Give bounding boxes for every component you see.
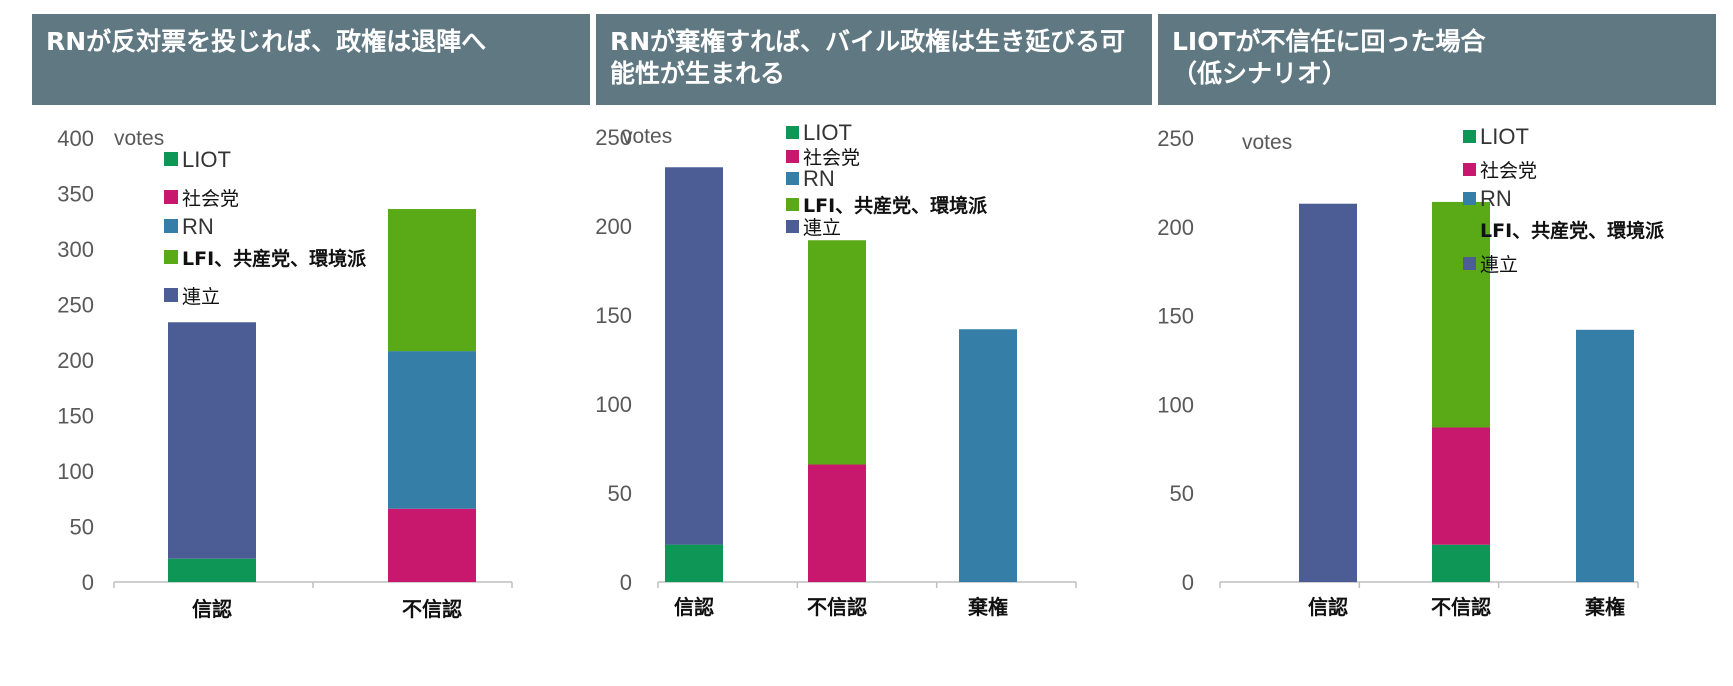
chart-title: RNが棄権すれば、バイル政権は生き延びる可能性が生まれる bbox=[596, 14, 1152, 105]
y-tick-label: 150 bbox=[595, 303, 632, 328]
legend-label-coalition: 連立 bbox=[803, 217, 841, 239]
bar-lfi-left-no-confidence bbox=[808, 240, 866, 465]
chart-panel-2: RNが棄権すれば、バイル政権は生き延びる可能性が生まれる 0 50 100 150 20… bbox=[595, 14, 1152, 686]
y-tick-label: 50 bbox=[608, 481, 632, 506]
y-tick-label: 250 bbox=[1157, 126, 1194, 151]
bar-rn-abstain bbox=[1576, 329, 1634, 582]
legend-swatch-socialist bbox=[1463, 163, 1476, 176]
legend-label-lfi-left: LFI、共産党、環境派 bbox=[1480, 219, 1665, 242]
bar-rn-abstain bbox=[959, 329, 1017, 582]
legend-label-coalition: 連立 bbox=[1480, 254, 1518, 276]
y-tick-label: 250 bbox=[57, 293, 94, 318]
chart-3: 0 50 100 150 200 250 votes 信認 不信認 棄権 LIOT 社会党 RN LFI、… bbox=[1157, 124, 1665, 619]
bar-rn-no-confidence bbox=[388, 351, 476, 509]
bar-liot-confidence bbox=[665, 544, 723, 582]
chart-panel-1: RNが反対票を投じれば、政権は退陣へ 0 50 100 150 200 250 300 350… bbox=[32, 14, 590, 686]
y-tick-label: 150 bbox=[57, 404, 94, 429]
bar-coalition-confidence bbox=[665, 167, 723, 545]
chart-title: LIOTが不信任に回った場合 （低シナリオ） bbox=[1158, 14, 1716, 105]
legend-swatch-rn bbox=[786, 172, 799, 185]
legend-label-liot: LIOT bbox=[803, 120, 852, 145]
legend-swatch-coalition bbox=[786, 220, 799, 233]
bar-liot-confidence bbox=[168, 558, 256, 582]
legend-swatch-socialist bbox=[164, 190, 178, 204]
legend-swatch-liot bbox=[786, 126, 799, 139]
y-tick-label: 200 bbox=[1157, 215, 1194, 240]
x-category-label: 信認 bbox=[192, 597, 232, 621]
legend-swatch-coalition bbox=[1463, 257, 1476, 270]
legend-label-rn: RN bbox=[803, 166, 835, 191]
legend-label-socialist: 社会党 bbox=[803, 147, 860, 169]
y-tick-label: 50 bbox=[1170, 481, 1194, 506]
chart-panel-3: LIOTが不信任に回った場合 （低シナリオ） 0 50 100 150 200 250 vo… bbox=[1157, 14, 1716, 686]
legend-label-lfi-left: LFI、共産党、環境派 bbox=[803, 194, 988, 217]
legend-swatch-lfi-left bbox=[1463, 223, 1476, 236]
y-tick-label: 200 bbox=[57, 348, 94, 373]
legend-label-lfi-left: LFI、共産党、環境派 bbox=[182, 247, 367, 270]
bar-socialist-no-confidence bbox=[388, 508, 476, 582]
x-category-label: 不信認 bbox=[402, 597, 462, 621]
y-tick-label: 350 bbox=[57, 182, 94, 207]
legend-label-socialist: 社会党 bbox=[182, 188, 239, 210]
x-category-label: 信認 bbox=[674, 595, 714, 619]
legend-label-liot: LIOT bbox=[1480, 124, 1529, 149]
x-category-label: 不信認 bbox=[807, 595, 867, 619]
legend-swatch-coalition bbox=[164, 288, 178, 302]
legend-label-coalition: 連立 bbox=[182, 286, 220, 308]
bar-socialist-no-confidence bbox=[1432, 427, 1490, 545]
bar-lfi-left-no-confidence bbox=[1432, 201, 1490, 428]
y-tick-label: 100 bbox=[595, 392, 632, 417]
legend-swatch-liot bbox=[164, 152, 178, 166]
chart-title: RNが反対票を投じれば、政権は退陣へ bbox=[32, 14, 590, 105]
y-tick-label: 200 bbox=[595, 214, 632, 239]
y-tick-label: 250 bbox=[595, 125, 632, 150]
y-tick-label: 400 bbox=[57, 126, 94, 151]
legend-swatch-lfi-left bbox=[786, 198, 799, 211]
y-axis-unit: votes bbox=[622, 125, 672, 148]
legend-swatch-rn bbox=[164, 219, 178, 233]
bar-lfi-left-no-confidence bbox=[388, 209, 476, 352]
y-tick-label: 150 bbox=[1157, 304, 1194, 329]
legend-swatch-rn bbox=[1463, 192, 1476, 205]
y-tick-label: 0 bbox=[620, 570, 632, 595]
y-tick-label: 100 bbox=[1157, 392, 1194, 417]
x-category-label: 不信認 bbox=[1431, 595, 1491, 619]
x-category-label: 棄権 bbox=[968, 595, 1008, 619]
bar-coalition-confidence bbox=[168, 322, 256, 559]
y-tick-label: 0 bbox=[82, 570, 94, 595]
y-axis-unit: votes bbox=[114, 127, 164, 150]
legend-label-liot: LIOT bbox=[182, 147, 231, 172]
legend-label-socialist: 社会党 bbox=[1480, 160, 1537, 182]
legend-swatch-lfi-left bbox=[164, 250, 178, 264]
x-category-label: 棄権 bbox=[1585, 595, 1625, 619]
y-tick-label: 300 bbox=[57, 237, 94, 262]
bar-liot-no-confidence bbox=[1432, 544, 1490, 582]
legend-swatch-liot bbox=[1463, 130, 1476, 143]
y-tick-label: 100 bbox=[57, 459, 94, 484]
chart-1: 0 50 100 150 200 250 300 350 400 votes 信認 不信認 LIOT 社会… bbox=[57, 126, 513, 621]
y-axis-unit: votes bbox=[1242, 131, 1292, 154]
legend-label-rn: RN bbox=[1480, 186, 1512, 211]
y-tick-label: 0 bbox=[1182, 570, 1194, 595]
x-category-label: 信認 bbox=[1308, 595, 1348, 619]
bar-socialist-no-confidence bbox=[808, 464, 866, 582]
y-tick-label: 50 bbox=[70, 515, 94, 540]
bar-coalition-confidence bbox=[1299, 203, 1357, 582]
legend-label-rn: RN bbox=[182, 214, 214, 239]
legend-swatch-socialist bbox=[786, 150, 799, 163]
